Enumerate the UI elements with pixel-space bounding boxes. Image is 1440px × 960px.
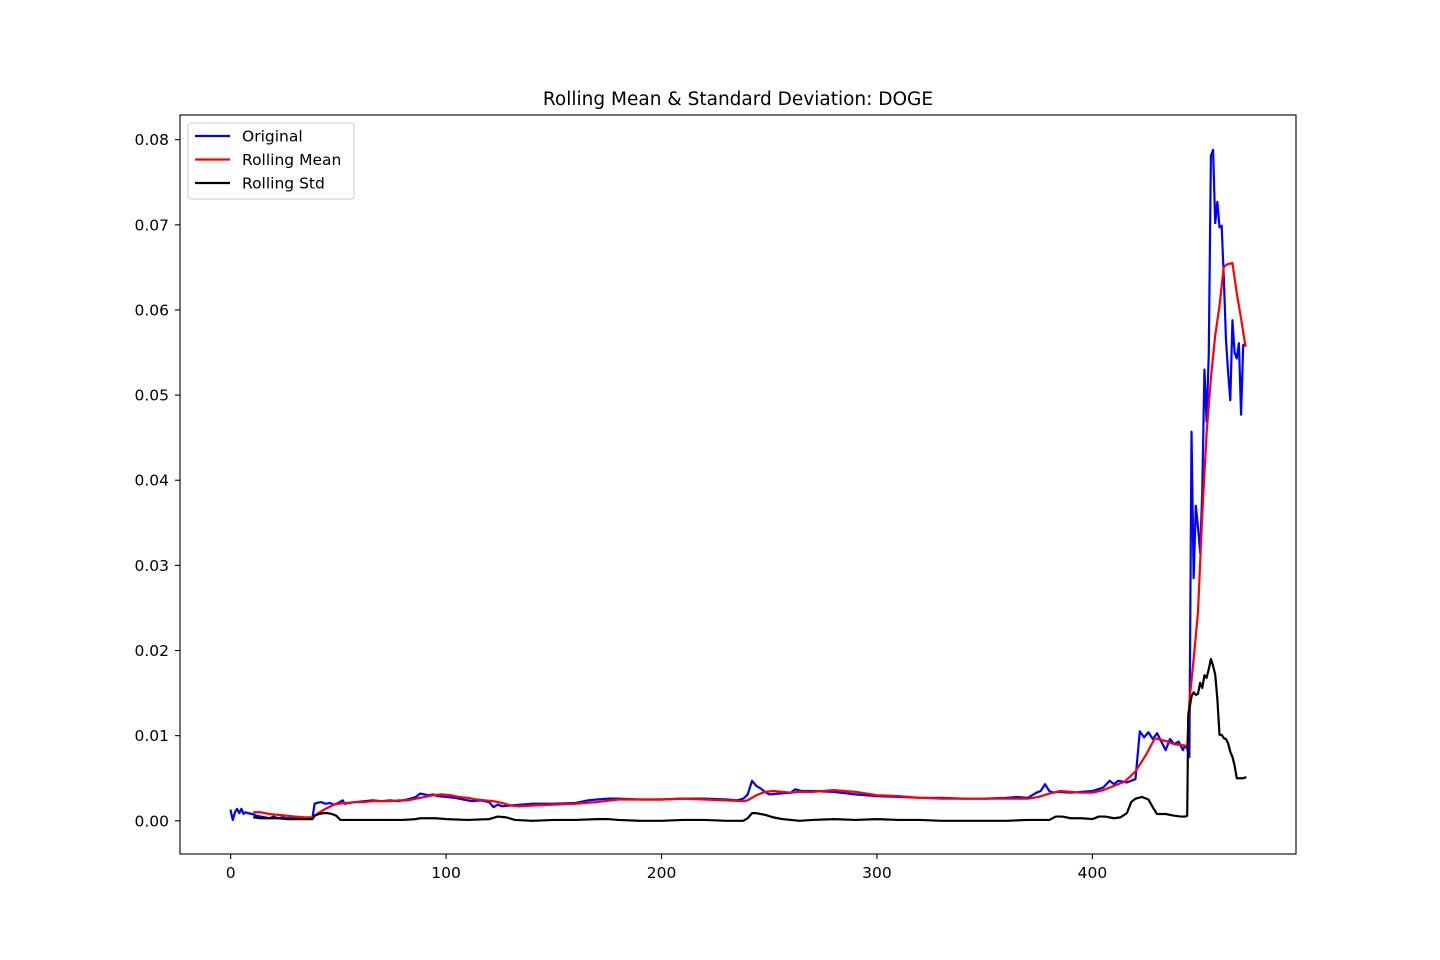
- y-tick-label: 0.03: [134, 557, 169, 575]
- plot-area: [179, 114, 1297, 855]
- y-tick-label: 0.00: [134, 812, 169, 830]
- y-tick-label: 0.08: [134, 131, 169, 149]
- y-tick-label: 0.07: [134, 216, 169, 234]
- x-tick-label: 200: [647, 864, 677, 882]
- plot-frame: [179, 114, 1297, 855]
- series-line-rolling-std: [253, 657, 1247, 822]
- x-axis: 0 100 200 300 400: [226, 854, 1108, 882]
- y-tick-label: 0.01: [134, 727, 169, 745]
- y-tick-label: 0.06: [134, 301, 169, 319]
- x-tick-label: 400: [1078, 864, 1108, 882]
- legend-label-rolling-mean: Rolling Mean: [242, 151, 341, 169]
- x-tick-label: 100: [431, 864, 461, 882]
- legend-label-original: Original: [242, 128, 303, 146]
- x-tick-label: 300: [862, 864, 892, 882]
- chart-title: Rolling Mean & Standard Deviation: DOGE: [543, 89, 933, 110]
- y-tick-label: 0.05: [134, 387, 169, 405]
- y-axis: 0.00 0.01 0.02 0.03 0.04 0.05 0.06 0.07 0.08: [134, 131, 180, 830]
- legend: Original Rolling Mean Rolling Std: [187, 122, 355, 200]
- series-line-rolling-mean: [253, 262, 1247, 819]
- series-line-original: [229, 148, 1247, 822]
- legend-box: [187, 122, 355, 200]
- y-tick-label: 0.02: [134, 642, 169, 660]
- x-tick-label: 0: [226, 864, 236, 882]
- y-tick-label: 0.04: [134, 472, 169, 490]
- legend-label-rolling-std: Rolling Std: [242, 175, 325, 193]
